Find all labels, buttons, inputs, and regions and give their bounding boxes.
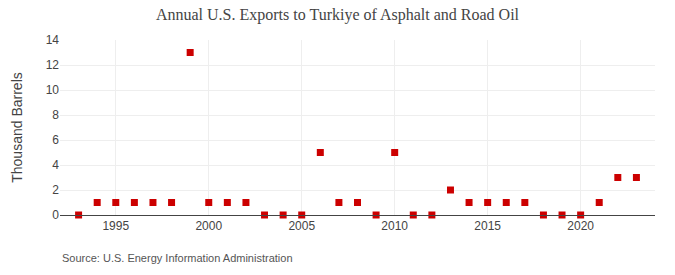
svg-text:1995: 1995 (102, 219, 129, 233)
svg-text:2010: 2010 (381, 219, 408, 233)
svg-text:Source: U.S. Energy Informatio: Source: U.S. Energy Information Administ… (62, 252, 293, 264)
svg-text:8: 8 (52, 108, 59, 122)
svg-text:10: 10 (46, 83, 60, 97)
svg-text:6: 6 (52, 133, 59, 147)
svg-text:14: 14 (46, 33, 60, 47)
svg-text:2000: 2000 (195, 219, 222, 233)
svg-text:2015: 2015 (474, 219, 501, 233)
svg-text:2020: 2020 (567, 219, 594, 233)
svg-text:12: 12 (46, 58, 60, 72)
svg-text:Annual U.S. Exports to Turkiye: Annual U.S. Exports to Turkiye of Asphal… (156, 6, 520, 24)
svg-text:2: 2 (52, 183, 59, 197)
svg-text:Thousand Barrels: Thousand Barrels (9, 72, 25, 183)
svg-text:4: 4 (52, 158, 59, 172)
svg-text:0: 0 (52, 208, 59, 222)
svg-text:2005: 2005 (288, 219, 315, 233)
